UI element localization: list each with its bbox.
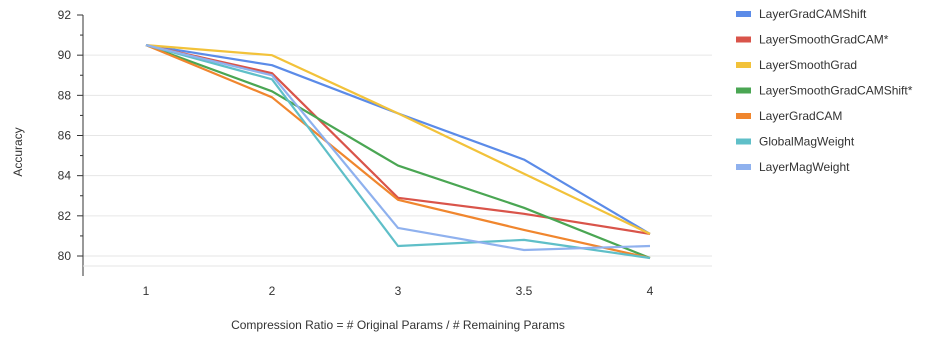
x-tick-label: 4 xyxy=(647,284,654,298)
x-tick-label: 3 xyxy=(395,284,402,298)
legend-swatch xyxy=(736,11,751,17)
y-tick-label: 80 xyxy=(58,249,72,263)
legend-label: LayerMagWeight xyxy=(759,160,850,174)
legend-swatch xyxy=(736,164,751,170)
series-lines xyxy=(145,44,651,260)
series-line-globalmagweight xyxy=(145,44,651,260)
legend-label: LayerSmoothGrad xyxy=(759,58,857,72)
y-tick-label: 88 xyxy=(58,88,72,102)
legend-swatch xyxy=(736,113,751,119)
y-tick-label: 82 xyxy=(58,209,72,223)
legend-label: LayerGradCAM xyxy=(759,109,842,123)
x-axis: 1 2 3 3.5 4 xyxy=(83,265,712,298)
series-line-layersmoothgrad xyxy=(145,44,651,235)
y-tick-label: 90 xyxy=(58,48,72,62)
y-axis-label: Accuracy xyxy=(11,127,25,176)
legend: LayerGradCAMShift LayerSmoothGradCAM* Laye… xyxy=(736,7,913,174)
legend-swatch xyxy=(736,138,751,145)
x-tick-label: 3.5 xyxy=(516,284,533,298)
y-tick-label: 86 xyxy=(58,129,72,143)
series-line-layermagweight xyxy=(145,44,651,252)
x-tick-label: 2 xyxy=(269,284,276,298)
series-line-layergradcam xyxy=(145,44,651,260)
legend-swatch xyxy=(736,87,751,94)
legend-swatch xyxy=(736,62,751,68)
legend-label: LayerSmoothGradCAMShift* xyxy=(759,84,913,98)
legend-label: LayerSmoothGradCAM* xyxy=(759,33,889,47)
series-line-layersmoothgradcamshift- xyxy=(145,44,651,260)
y-axis: 80 82 84 86 88 90 92 xyxy=(58,8,84,276)
x-tick-label: 1 xyxy=(143,284,150,298)
series-line-layersmoothgradcam- xyxy=(145,44,651,235)
legend-label: LayerGradCAMShift xyxy=(759,7,867,21)
legend-label: GlobalMagWeight xyxy=(759,135,855,149)
y-tick-label: 92 xyxy=(58,8,72,22)
x-axis-label: Compression Ratio = # Original Params / … xyxy=(231,318,565,332)
y-tick-label: 84 xyxy=(58,169,72,183)
legend-swatch xyxy=(736,36,751,43)
